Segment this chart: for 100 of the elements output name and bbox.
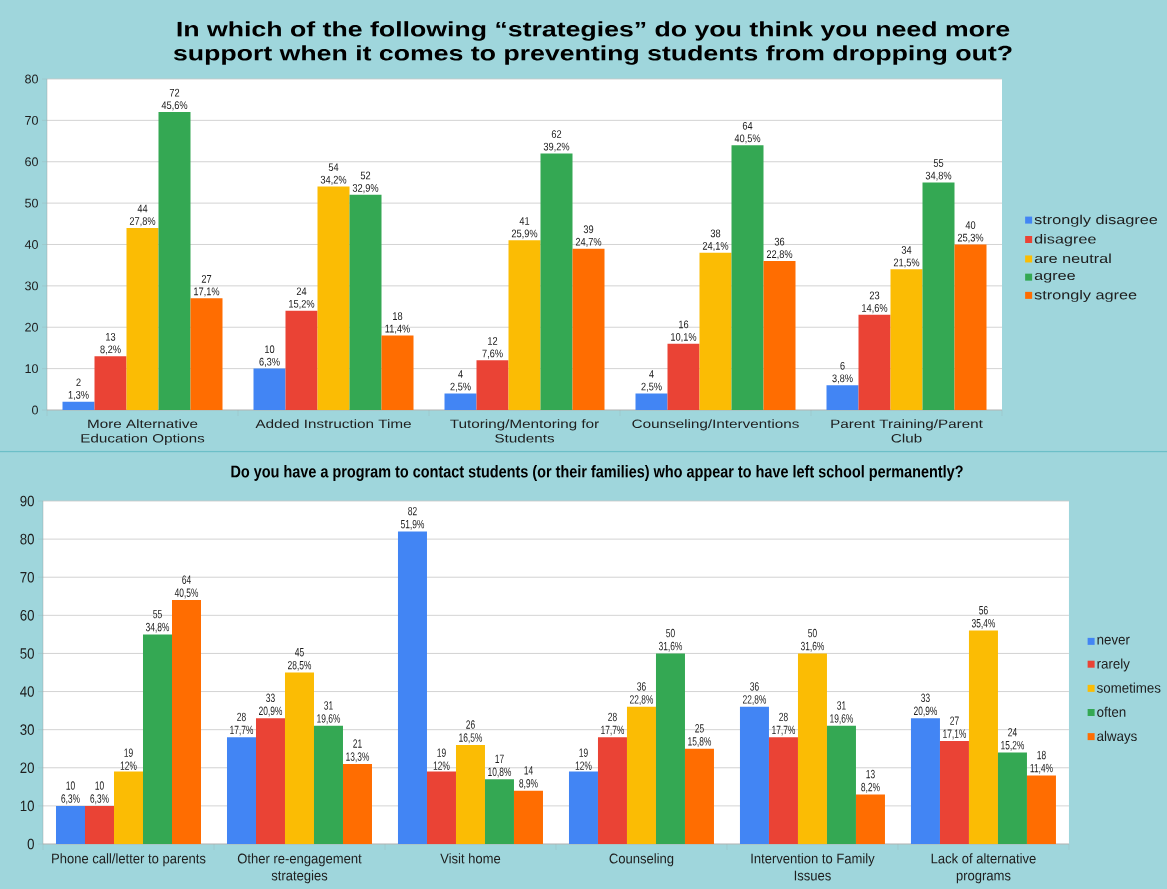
bar	[284, 672, 314, 844]
bar	[939, 741, 969, 844]
bar	[922, 182, 955, 410]
bar	[910, 718, 940, 844]
data-label: 28 17,7%	[601, 712, 625, 736]
x-tick-label: Other re-engagement strategies	[237, 853, 362, 884]
bar	[768, 737, 798, 844]
data-label: 36 22,8%	[766, 237, 793, 260]
data-label: 40 25,3%	[957, 221, 984, 243]
data-label: 33 20,9%	[913, 693, 938, 717]
data-label: 4 2,5%	[641, 370, 662, 392]
bar	[226, 737, 256, 844]
data-label: 10 6,3%	[259, 345, 280, 367]
data-label: 14 8,9%	[519, 766, 538, 789]
bar	[381, 335, 414, 410]
data-label: 13 8,2%	[861, 769, 880, 793]
data-label: 27 17,1%	[943, 716, 967, 740]
y-tick-label: 50	[25, 198, 38, 208]
x-tick-label: Intervention to Family Issues	[751, 853, 875, 881]
data-label: 24 15,2%	[289, 287, 315, 309]
x-tick-label: Counseling/Interventions	[632, 419, 799, 431]
bar	[968, 630, 998, 844]
bar	[143, 634, 172, 844]
data-label: 64 40,5%	[174, 575, 199, 599]
bar	[62, 401, 95, 410]
bar	[484, 779, 514, 844]
bar	[255, 718, 285, 844]
data-label: 12 7,6%	[482, 337, 503, 359]
data-label: 28 17,7%	[230, 712, 254, 736]
bar	[890, 269, 923, 410]
x-tick-label: Parent Training/Parent Club	[831, 419, 983, 443]
legend-label: strongly agree	[1034, 289, 1137, 303]
y-tick-label: 70	[20, 571, 34, 583]
chart-title: Do you have a program to contact students (or their families) who appear to have left school permanently?	[231, 465, 963, 481]
legend-label: often	[1097, 706, 1126, 717]
data-label: 26 16,5%	[459, 720, 483, 744]
x-tick-label: Tutoring/Mentoring for Students	[450, 419, 599, 443]
data-label: 4 2,5%	[450, 370, 471, 392]
legend-label: sometimes	[1097, 682, 1161, 693]
bar	[426, 771, 456, 844]
data-label: 16 10,1%	[671, 320, 697, 343]
x-tick-label: More Alternative Education Options	[81, 419, 205, 445]
legend-label: agree	[1034, 272, 1075, 283]
y-tick-label: 0	[27, 838, 34, 850]
bar	[826, 385, 859, 410]
data-label: 34 21,5%	[893, 246, 920, 268]
bar	[285, 310, 318, 410]
data-label: 19 12%	[575, 748, 592, 770]
legend-label: always	[1097, 730, 1137, 744]
data-label: 2 1,3%	[68, 378, 89, 401]
data-label: 31 19,6%	[830, 701, 854, 725]
data-label: 50 31,6%	[658, 628, 683, 652]
data-label: 72 45,6%	[161, 88, 188, 111]
data-label: 36 22,8%	[742, 682, 767, 706]
y-tick-label: 50	[20, 648, 34, 659]
bar	[476, 360, 509, 410]
data-label: 28 17,7%	[772, 712, 796, 736]
data-label: 33 20,9%	[259, 693, 283, 717]
data-label: 38 24,1%	[702, 229, 729, 252]
bar	[349, 194, 382, 410]
bar	[508, 240, 541, 410]
bar	[797, 653, 827, 844]
bar	[317, 186, 350, 410]
bar	[397, 531, 427, 844]
data-label: 62 39,2%	[543, 130, 570, 152]
bar	[667, 343, 700, 410]
y-tick-label: 20	[25, 322, 38, 332]
bar	[855, 794, 885, 844]
bar	[56, 805, 85, 844]
bar	[826, 725, 856, 844]
bar	[126, 227, 159, 410]
bar	[572, 248, 605, 410]
data-label: 21 13,3%	[346, 739, 370, 763]
bar	[84, 805, 114, 844]
bar	[190, 298, 223, 410]
legend-label: disagree	[1034, 234, 1096, 247]
bar	[684, 748, 714, 844]
y-tick-label: 30	[25, 281, 38, 291]
data-label: 41 25,9%	[511, 217, 538, 239]
data-label: 18 11,4%	[1030, 750, 1053, 774]
bar	[635, 393, 668, 410]
data-label: 31 19,6%	[317, 701, 341, 725]
data-label: 55 34,8%	[145, 609, 170, 633]
bar	[455, 744, 485, 844]
bar	[997, 752, 1027, 844]
bar	[444, 393, 477, 410]
y-tick-label: 60	[25, 157, 38, 167]
bar	[597, 737, 627, 844]
y-tick-label: 0	[32, 405, 38, 415]
data-label: 23 14,6%	[862, 291, 888, 314]
data-label: 45 28,5%	[288, 648, 312, 671]
bar	[739, 706, 769, 844]
bar	[699, 252, 732, 410]
y-tick-label: 10	[25, 364, 38, 374]
chart-title: In which of the following “strategies” do you think you need more support when it comes to preventing students from dropping out?	[173, 21, 1012, 65]
data-label: 19 12%	[120, 748, 137, 770]
data-label: 6 3,8%	[832, 361, 853, 384]
x-tick-label: Lack of alternative programs	[931, 853, 1036, 884]
y-tick-label: 80	[25, 74, 38, 84]
legend-label: are neutral	[1034, 253, 1111, 264]
